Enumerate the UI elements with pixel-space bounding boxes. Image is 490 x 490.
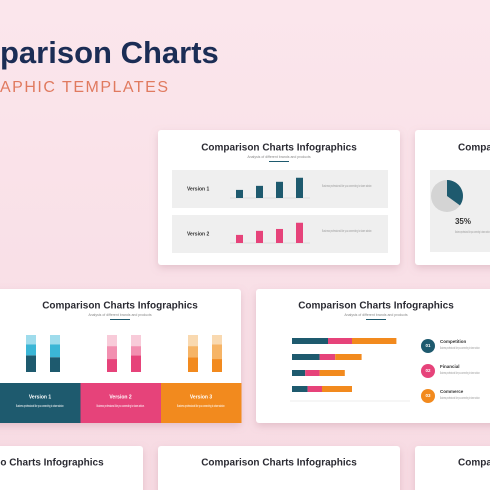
bar-segment <box>107 335 117 347</box>
bar-segment <box>328 338 352 344</box>
legend-text: Business professional like you connectin… <box>440 396 480 400</box>
bar-segment <box>322 386 352 392</box>
slide-subtitle: Analysis of different brands and product… <box>344 313 408 317</box>
bar-segment <box>319 354 336 360</box>
page-subtitle: APHIC TEMPLATES <box>0 79 170 96</box>
bar <box>296 177 303 198</box>
version-label: Version 1 <box>29 394 51 400</box>
legend-text: Business professional like you connectin… <box>440 346 480 350</box>
bar-segment <box>131 346 141 356</box>
bar-segment <box>188 357 198 372</box>
bar-segment <box>50 344 60 358</box>
pie-text: Business professional like you connectin… <box>455 230 490 234</box>
bar-segment <box>26 355 36 372</box>
version-text: Business professional like you connectin… <box>97 404 145 408</box>
pie-slice <box>447 180 463 206</box>
legend-number: 02 <box>425 368 431 373</box>
bar-segment <box>212 335 222 345</box>
version-text: Business professional like you connectin… <box>177 404 225 408</box>
version-strip <box>161 383 242 423</box>
slide-title: Comparison Charts Infographics <box>42 301 198 312</box>
bar-segment <box>50 335 60 345</box>
legend-number: 01 <box>425 343 431 348</box>
bar-segment <box>26 335 36 345</box>
bar-segment <box>131 355 141 372</box>
legend-label: Competition <box>440 339 466 344</box>
title-underline <box>269 161 289 162</box>
bar-segment <box>292 370 306 376</box>
bar-segment <box>212 344 222 360</box>
version-text: Business professional like you connectin… <box>16 404 64 408</box>
legend-circle <box>421 364 435 378</box>
bar-segment <box>188 335 198 347</box>
panel-text: Business professional like you connectin… <box>322 229 372 233</box>
bar-segment <box>352 338 397 344</box>
slide-card <box>0 446 143 490</box>
bar-segment <box>319 370 345 376</box>
bar-segment <box>107 359 117 372</box>
bar-segment <box>335 354 362 360</box>
version-label: Version 2 <box>109 394 131 400</box>
slide-card <box>415 446 490 490</box>
slide-subtitle: Analysis of different brands and product… <box>88 313 152 317</box>
page-title: parison Charts <box>0 35 219 70</box>
bar-segment <box>107 346 117 360</box>
legend-number: 03 <box>425 393 431 398</box>
bar-segment <box>292 354 320 360</box>
bar <box>296 222 303 243</box>
slide-title: o Charts Infographics <box>0 458 104 469</box>
bar-segment <box>188 346 198 358</box>
legend-label: Financial <box>440 364 460 369</box>
bar <box>276 228 283 243</box>
pie-label: 35% <box>455 217 471 226</box>
bar <box>236 189 243 198</box>
slide-title: Comparison Charts Infographics <box>201 458 357 469</box>
slide-title: Comparison Charts Infographics <box>298 301 454 312</box>
bar <box>236 234 243 243</box>
bar-segment <box>307 386 322 392</box>
bar-segment <box>292 338 328 344</box>
bar-segment <box>292 386 308 392</box>
bar-segment <box>212 359 222 372</box>
bar-segment <box>131 335 141 347</box>
legend-circle <box>421 389 435 403</box>
bar-segment <box>305 370 320 376</box>
title-underline <box>110 319 130 320</box>
slide-title: Comparison Charts Infographics <box>201 143 357 154</box>
panel-text: Business professional like you connectin… <box>322 184 372 188</box>
panel-label: Version 1 <box>187 186 209 192</box>
slide-card <box>158 446 400 490</box>
legend-circle <box>421 339 435 353</box>
panel-label: Version 2 <box>187 231 209 237</box>
legend-label: Commerce <box>440 389 464 394</box>
version-label: Version 3 <box>190 394 212 400</box>
bar-segment <box>26 344 36 356</box>
bar <box>256 230 263 243</box>
slide-subtitle: Analysis of different brands and product… <box>247 155 311 159</box>
legend-text: Business professional like you connectin… <box>440 371 480 375</box>
slide-title: Compa <box>458 458 490 469</box>
bar <box>256 185 263 198</box>
bar-segment <box>50 357 60 372</box>
version-strip <box>0 383 81 423</box>
version-strip <box>80 383 161 423</box>
slide-title: Compa <box>458 143 490 154</box>
bar <box>276 181 283 198</box>
title-underline <box>366 319 386 320</box>
